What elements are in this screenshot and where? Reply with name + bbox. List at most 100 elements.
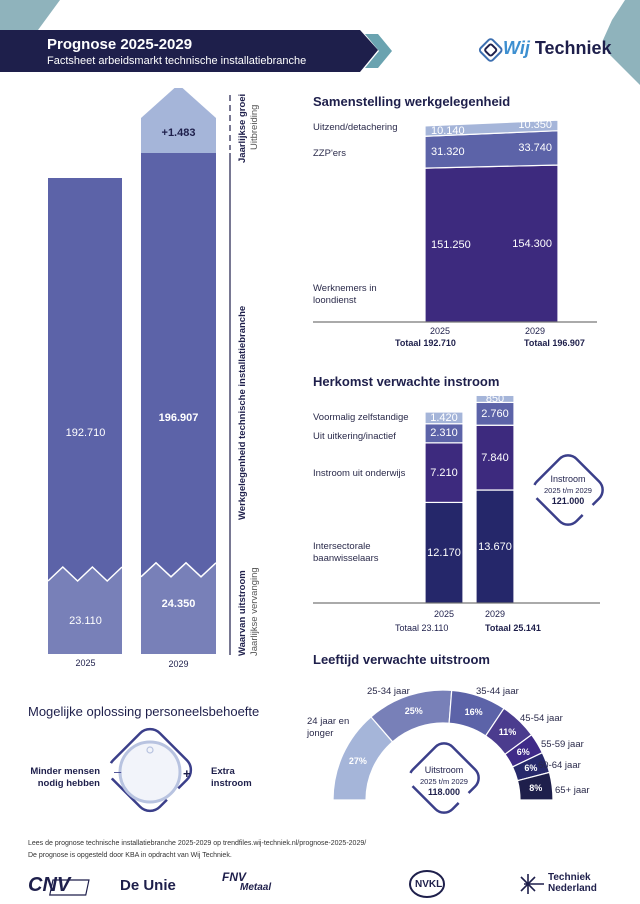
bar-uitstroom-2029 (141, 562, 216, 654)
logo-techniek: Techniek (534, 38, 612, 58)
instroom-callout-value: 121.000 (551, 496, 585, 506)
segment-2 (424, 119, 559, 137)
donut-pct-6: 8% (529, 783, 543, 794)
banner-chevron (365, 34, 392, 68)
techniek-nederland-logo-icon (520, 874, 544, 894)
chart3-title: Leeftijd verwachte uitstroom (313, 652, 490, 667)
segment-2025-3 (424, 411, 464, 425)
fnv-logo: FNV (222, 870, 246, 884)
page-title: Prognose 2025-2029 (47, 36, 193, 53)
segment-2029-1 (475, 424, 515, 491)
value-label-2029-3: 850 (485, 392, 505, 405)
value-label-2025-0: 12.170 (427, 546, 461, 559)
legend-zzp: ZZP'ers (313, 148, 346, 159)
footer-line2: De prognose is opgesteld door KBA in opd… (28, 852, 232, 859)
annotation-growth-title: Jaarlijkse groei (237, 93, 248, 163)
wij-techniek-logo: Wij Techniek (503, 38, 612, 59)
footer-line1: Lees de prognose technische installatieb… (28, 840, 367, 847)
instroom-callout-title: Instroom (550, 474, 586, 484)
legend-voormalig: Voormalig zelfstandige (313, 412, 409, 423)
legend-intersectoraal: Intersectorale baanwisselaars (313, 541, 379, 564)
minus-icon: – (114, 764, 122, 779)
value-label-2025-2: 10.140 (431, 125, 465, 138)
chart2-x-2029: 2029 (484, 609, 506, 619)
x-tick-2029: 2029 (168, 659, 189, 669)
value-label-2029-1: 33.740 (518, 141, 552, 154)
donut-category-4: 55-59 jaar (541, 739, 584, 750)
x-tick-2025: 2025 (75, 658, 96, 668)
donut-category-5: 60-64 jaar (538, 760, 581, 771)
header-banner (0, 30, 378, 72)
donut-slice-6 (516, 771, 554, 801)
uitstroom-callout-value: 118.000 (427, 787, 461, 797)
nvkl-logo-icon (409, 870, 445, 898)
value-label-2025-2: 2.310 (430, 427, 458, 440)
techniek-nederland-logo: Techniek Nederland (548, 872, 597, 894)
segment-2029-3 (475, 394, 515, 404)
chart1-total-2025: Totaal 192.710 (395, 338, 456, 348)
zigzag-break-2029 (140, 561, 217, 578)
oplossing-right-label: Extra instroom (211, 766, 252, 790)
legend-werknemers: Werknemers in loondienst (313, 283, 377, 306)
value-label-2025-0: 151.250 (431, 239, 471, 252)
page-subtitle: Factsheet arbeidsmarkt technische instal… (47, 55, 307, 67)
donut-pct-0: 27% (348, 756, 367, 767)
nvkl-logo: NVKL (415, 879, 443, 890)
value-label-2025-1: 7.210 (430, 466, 458, 479)
oplossing-left-line2: nodig hebben (37, 778, 100, 789)
donut-pct-4: 6% (516, 746, 530, 757)
wij-techniek-logo-icon (478, 38, 503, 62)
value-label-2029-0: 13.670 (478, 540, 512, 553)
bar-uitstroom-2025 (48, 567, 122, 654)
chart1-title: Samenstelling werkgelegenheid (313, 94, 511, 109)
donut-category-1: 25-34 jaar (367, 686, 410, 697)
bar-label-2025-uitstroom: 23.110 (69, 615, 102, 627)
dial-frame (107, 727, 193, 813)
de-unie-logo: De Unie (120, 877, 176, 894)
bar-growth-2029 (141, 88, 216, 153)
annotation-outflow-title: Waarvan uitstroom (237, 570, 248, 656)
uitstroom-callout-frame (408, 742, 480, 814)
value-label-2029-2: 2.760 (481, 407, 509, 420)
uitstroom-callout: Uitstroom 2025 t/m 2029 118.000 (409, 765, 479, 798)
value-label-2025-3: 1.420 (430, 411, 458, 424)
bar-label-2029-uitstroom: 24.350 (161, 598, 196, 610)
uitstroom-callout-title: Uitstroom (424, 765, 464, 775)
legend-uitkering: Uit uitkering/inactief (313, 431, 396, 442)
uitstroom-callout-period: 2025 t/m 2029 (420, 777, 468, 786)
metaal-logo: Metaal (240, 882, 272, 893)
donut-category-6: 65+ jaar (555, 785, 590, 796)
decor-shape-right (603, 0, 640, 85)
fnv-metaal-logo-box (49, 879, 90, 896)
oplossing-right-line2: instroom (211, 778, 252, 789)
donut-category-0: 24 jaar en jonger (307, 716, 350, 739)
donut-pct-3: 11% (498, 727, 517, 738)
value-label-2029-0: 154.300 (512, 237, 552, 250)
legend-onderwijs: Instroom uit onderwijs (313, 468, 406, 479)
logo-wij: Wij (503, 38, 530, 58)
decor-triangle-left (0, 0, 60, 30)
annotation-outflow-sub: Jaarlijkse vervanging (249, 567, 260, 656)
bar-label-2029-werkgelegenheid: 196.907 (158, 412, 199, 424)
oplossing-left-label: Minder mensen nodig hebben (18, 766, 100, 790)
zigzag-break-2025 (47, 565, 123, 583)
donut-category-3: 45-54 jaar (520, 713, 563, 724)
segment-2025-0 (424, 501, 464, 604)
chart1-x-2025: 2025 (429, 326, 451, 336)
oplossing-left-line1: Minder mensen (30, 766, 100, 777)
donut-category-2: 35-44 jaar (476, 686, 519, 697)
oplossing-right-line1: Extra (211, 766, 235, 777)
donut-pct-2: 16% (464, 706, 483, 717)
chart1-total-2029: Totaal 196.907 (524, 338, 585, 348)
segment-2025-1 (424, 442, 464, 504)
plus-icon: + (183, 766, 191, 781)
chart2-title: Herkomst verwachte instroom (313, 374, 500, 389)
donut-pct-1: 25% (404, 706, 423, 717)
value-label-2029-2: 10.350 (518, 119, 552, 132)
dial-knob (118, 740, 182, 804)
chart2-total-2029: Totaal 25.141 (485, 623, 541, 633)
oplossing-title: Mogelijke oplossing personeelsbehoefte (28, 704, 260, 719)
chart2-x-2025: 2025 (433, 609, 455, 619)
value-label-2029-1: 7.840 (481, 451, 509, 464)
